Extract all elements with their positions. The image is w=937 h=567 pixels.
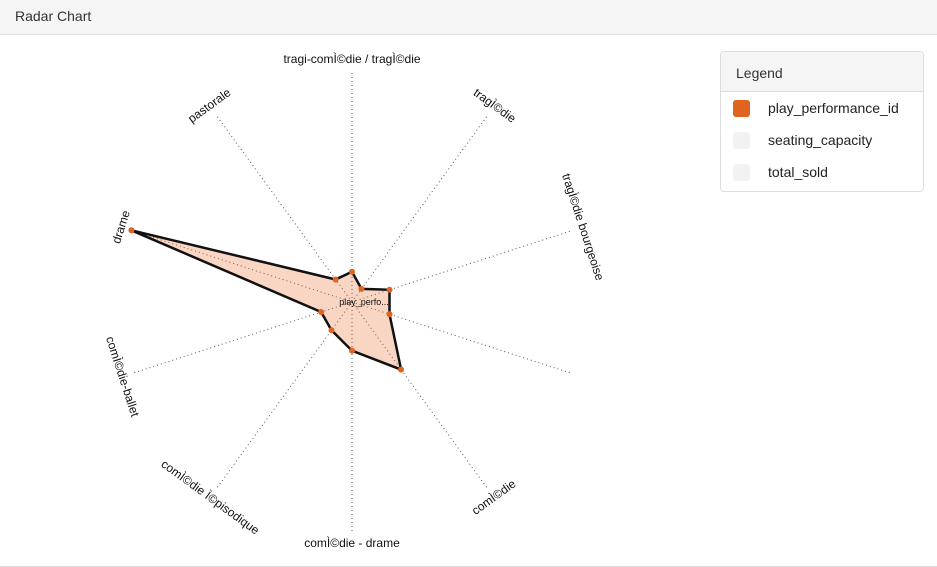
radar-axis-label: comÌ©die Ì©pisodique [159,456,263,538]
radar-axes [131,70,573,534]
radar-axis-line [131,229,353,303]
radar-axis-label: comÌ©die-ballet [103,334,143,419]
legend-swatch [733,100,750,117]
radar-data-point[interactable] [398,366,405,373]
radar-axis-label: comÌ©die [468,476,518,518]
radar-data-point[interactable] [349,347,355,354]
radar-data-point[interactable] [386,286,393,293]
legend-label: seating_capacity [768,132,873,148]
radar-labels: tragi-comÌ©die / tragÌ©die tragÌ©die tragÌ… [103,51,608,550]
legend-label: play_performance_id [768,100,899,116]
legend-label: total_sold [768,164,828,180]
legend-item[interactable]: play_performance_id [721,92,923,124]
radar-axis-line [131,301,353,375]
radar-axis-label: pastorale [185,85,233,126]
legend-title: Legend [721,52,923,92]
radar-axis-label: drame [109,208,133,245]
radar-axis-label: comÌ©die - drame [304,535,400,550]
radar-chart: tragi-comÌ©die / tragÌ©die tragÌ©die tragÌ… [103,51,608,550]
radar-data-point[interactable] [358,285,365,292]
radar-axis-label: tragi-comÌ©die / tragÌ©die [283,51,420,66]
radar-data-point[interactable] [328,327,335,334]
radar-axis-line [215,301,353,490]
radar-data-point[interactable] [386,311,393,318]
radar-data-point[interactable] [349,268,355,275]
radar-axis-line [351,229,573,303]
radar-center-label: play_perfo... [339,297,389,307]
radar-axis-line [351,114,489,303]
radar-data-point[interactable] [318,309,325,315]
radar-series [128,227,405,373]
legend-swatch [733,132,750,149]
radar-data-point[interactable] [332,276,339,283]
legend-item[interactable]: seating_capacity [721,124,923,156]
panel-title: Radar Chart [15,8,92,24]
legend-item[interactable]: total_sold [721,156,923,188]
radar-axis-label: tragÌ©die bourgeoise [559,171,608,282]
radar-data-point[interactable] [128,227,135,234]
radar-axis-line [351,301,489,490]
radar-axis-line [215,114,353,303]
radar-axis-line [351,301,573,375]
panel-header: Radar Chart [0,0,937,35]
legend: Legend play_performance_id seating_capaci… [720,51,924,192]
legend-swatch [733,164,750,181]
radar-axis-label: tragÌ©die [471,85,520,126]
